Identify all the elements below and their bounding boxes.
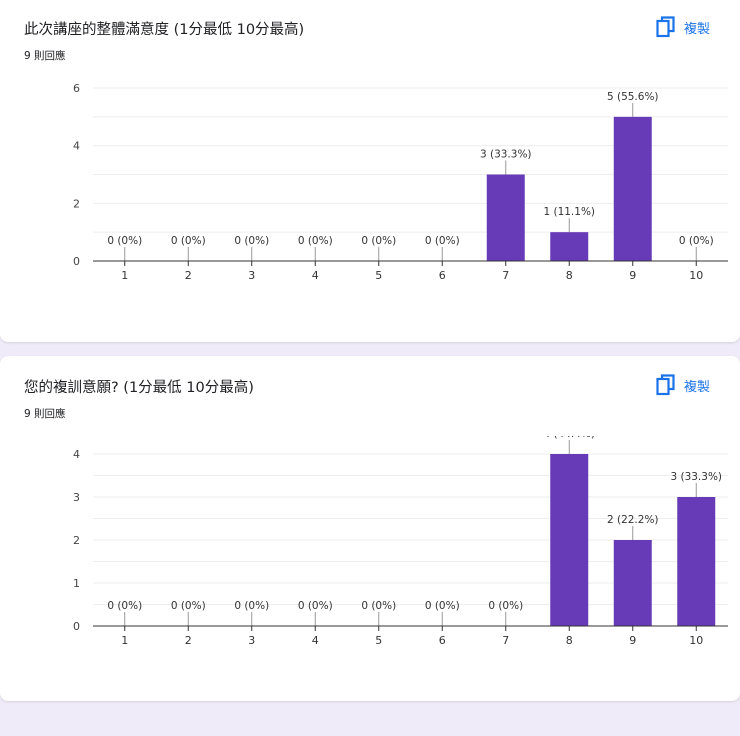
y-tick-label: 4 — [73, 140, 80, 153]
x-tick-label: 3 — [248, 269, 255, 282]
bar — [550, 232, 589, 261]
question-card-2: 您的複訓意願? (1分最低 10分最高) 9 則回應 複製 0 1 2 3 4 0 (0%… — [0, 356, 740, 701]
bar — [677, 497, 716, 626]
copy-chart-button[interactable]: 複製 — [656, 16, 710, 38]
data-label: 3 (33.3%) — [480, 149, 532, 161]
copy-label: 複製 — [684, 379, 711, 395]
data-label: 0 (0%) — [171, 235, 206, 247]
data-label: 0 (0%) — [679, 235, 714, 247]
x-tick-label: 1 — [121, 634, 128, 647]
question-title: 您的複訓意願? (1分最低 10分最高) — [24, 380, 254, 396]
x-tick-label: 8 — [566, 634, 573, 647]
data-label: 0 (0%) — [107, 235, 142, 247]
data-label: 0 (0%) — [234, 600, 269, 612]
x-tick-label: 9 — [629, 269, 636, 282]
x-tick-label: 7 — [502, 634, 509, 647]
x-tick-label: 6 — [439, 634, 446, 647]
bar — [550, 454, 589, 626]
y-tick-label: 3 — [73, 491, 80, 504]
x-tick-label: 2 — [185, 269, 192, 282]
data-label: 1 (11.1%) — [543, 206, 595, 218]
x-tick-label: 4 — [312, 269, 319, 282]
data-label: 0 (0%) — [298, 600, 333, 612]
x-tick-label: 9 — [629, 634, 636, 647]
y-tick-label: 6 — [73, 82, 80, 95]
data-label: 0 (0%) — [361, 235, 396, 247]
y-tick-label: 1 — [73, 577, 80, 590]
x-tick-label: 5 — [375, 634, 382, 647]
x-tick-label: 4 — [312, 634, 319, 647]
x-tick-label: 8 — [566, 269, 573, 282]
data-label: 0 (0%) — [361, 600, 396, 612]
response-count: 9 則回應 — [24, 408, 66, 420]
bar — [613, 540, 652, 626]
data-label: 0 (0%) — [107, 600, 142, 612]
data-label: 0 (0%) — [171, 600, 206, 612]
x-tick-label: 5 — [375, 269, 382, 282]
copy-icon — [656, 16, 676, 38]
data-label: 2 (22.2%) — [607, 514, 659, 526]
question-title: 此次講座的整體滿意度 (1分最低 10分最高) — [24, 22, 305, 38]
x-tick-label: 7 — [502, 269, 509, 282]
x-tick-label: 10 — [689, 269, 703, 282]
response-count: 9 則回應 — [24, 50, 66, 62]
data-label: 0 (0%) — [234, 235, 269, 247]
question-card-1: 此次講座的整體滿意度 (1分最低 10分最高) 9 則回應 複製 0 2 4 6 0 (… — [0, 0, 740, 342]
data-label: 0 (0%) — [488, 600, 523, 612]
bar-chart: 0 1 2 3 4 0 (0%) 1 0 (0%) 2 0 (0%) 3 0 (0%) 4 0 (0%) 5… — [73, 436, 728, 647]
data-label: 0 (0%) — [425, 235, 460, 247]
x-tick-label: 10 — [689, 634, 703, 647]
bar — [486, 174, 525, 261]
bar — [613, 116, 652, 261]
copy-chart-button[interactable]: 複製 — [656, 374, 710, 396]
x-tick-label: 3 — [248, 634, 255, 647]
y-tick-label: 0 — [73, 620, 80, 633]
y-tick-label: 0 — [73, 255, 80, 268]
y-tick-label: 4 — [73, 448, 80, 461]
x-tick-label: 6 — [439, 269, 446, 282]
copy-label: 複製 — [684, 21, 711, 37]
data-label: 5 (55.6%) — [607, 91, 659, 103]
y-tick-label: 2 — [73, 197, 80, 210]
x-tick-label: 2 — [185, 634, 192, 647]
data-label: 0 (0%) — [298, 235, 333, 247]
copy-icon — [656, 374, 676, 396]
data-label: 3 (33.3%) — [670, 471, 722, 483]
bar-chart: 0 2 4 6 0 (0%) 1 0 (0%) 2 0 (0%) 3 0 (0%) 4 0 (0%) 5 0… — [73, 82, 728, 282]
y-tick-label: 2 — [73, 534, 80, 547]
data-label: 0 (0%) — [425, 600, 460, 612]
x-tick-label: 1 — [121, 269, 128, 282]
data-label: 4 (44.4%) — [543, 436, 595, 440]
